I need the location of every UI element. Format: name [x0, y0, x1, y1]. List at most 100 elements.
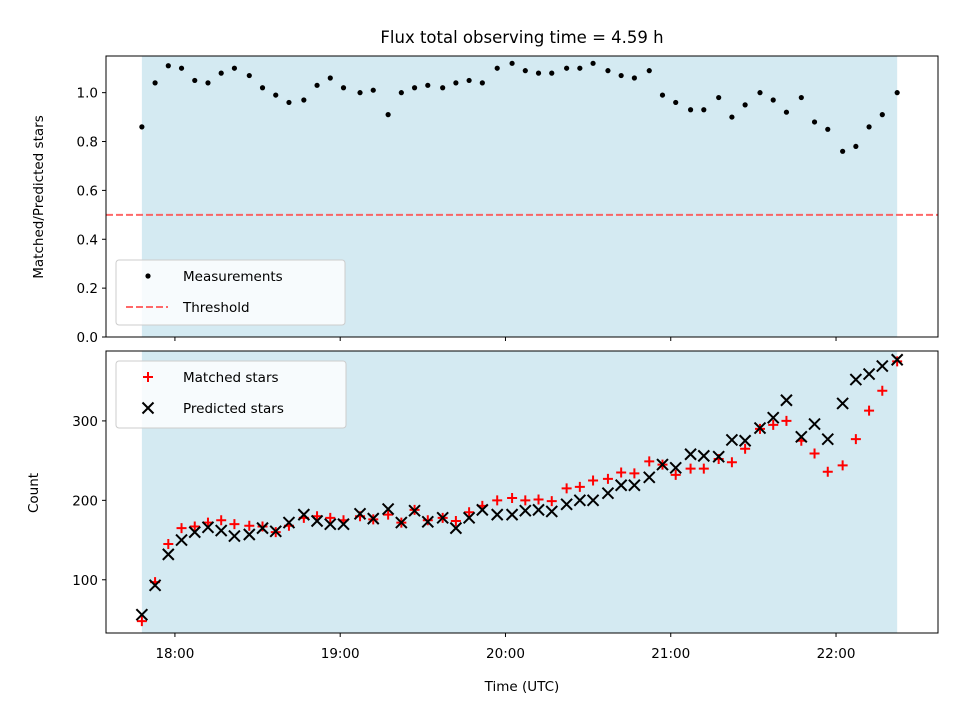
measurement-point	[479, 80, 485, 86]
measurement-point	[509, 60, 515, 66]
measurement-point	[631, 75, 637, 81]
matched-star-point	[229, 519, 240, 530]
measurement-point	[370, 87, 376, 93]
legend: Measurements Threshold	[115, 259, 346, 326]
predicted-star-point	[476, 503, 489, 517]
matched-star-point	[602, 473, 613, 484]
legend-label: Threshold	[182, 300, 250, 316]
count-panel: 100 200 300 18:00 19:00 20:00 21:00 22:00 Matche…	[72, 350, 939, 662]
axes-frame	[105, 350, 939, 634]
predicted-star-point	[684, 448, 697, 461]
measurement-point	[286, 99, 292, 106]
measurement-point	[549, 70, 555, 76]
matched-star-point	[450, 515, 461, 526]
measurement-point	[564, 65, 570, 71]
predicted-star-point	[188, 525, 201, 539]
matched-star-point	[422, 515, 433, 526]
matched-star-point	[809, 448, 820, 459]
count-y-axis-label: Count	[26, 473, 42, 513]
x-tick-label: 20:00	[486, 646, 525, 662]
measurement-point	[577, 65, 583, 71]
matched-star-point	[244, 520, 255, 531]
legend: Matched stars Predicted stars	[115, 360, 347, 429]
measurement-point	[840, 148, 846, 154]
matched-star-point	[464, 507, 475, 518]
measurement-point	[798, 94, 804, 101]
y-tick-label: 200	[72, 493, 98, 509]
measurement-point	[783, 109, 790, 115]
matched-star-point	[325, 512, 336, 523]
measurement-point	[357, 90, 363, 96]
predicted-star-point	[353, 507, 367, 521]
predicted-star-point	[725, 433, 739, 447]
measurement-point	[165, 63, 171, 69]
ratio-panel: 0.0 0.2 0.4 0.6 0.8 1.0 Measurements Threshold	[77, 55, 939, 346]
predicted-star-point	[491, 508, 504, 521]
y-tick-label: 100	[72, 573, 98, 589]
measurement-point	[866, 124, 872, 130]
matched-star-point	[685, 463, 696, 474]
legend-predicted-marker	[141, 401, 155, 415]
predicted-star-point	[201, 521, 215, 534]
measurement-point	[811, 119, 818, 125]
measurement-point	[494, 65, 500, 71]
predicted-star-point	[862, 367, 876, 381]
legend-label: Predicted stars	[183, 401, 284, 417]
predicted-star-point	[505, 508, 519, 521]
measurement-point	[770, 97, 776, 103]
predicted-star-point	[310, 514, 324, 528]
legend-label: Measurements	[183, 269, 283, 285]
measurement-point	[327, 75, 333, 81]
measurement-point	[425, 82, 431, 88]
matched-star-point	[507, 492, 518, 503]
measurement-point	[178, 65, 185, 71]
measurement-point	[231, 65, 238, 71]
predicted-star-point	[821, 432, 834, 446]
measurement-point	[879, 112, 885, 118]
predicted-star-point	[135, 608, 149, 621]
matched-star-point	[202, 517, 213, 528]
measurement-point	[314, 82, 320, 88]
predicted-star-point	[532, 503, 545, 517]
x-tick-label: 21:00	[651, 646, 690, 662]
measurement-point	[729, 114, 735, 120]
x-axis-label: Time (UTC)	[484, 679, 560, 695]
y-tick-label: 0.4	[77, 232, 98, 248]
axes-frame	[105, 55, 939, 338]
predicted-star-point	[643, 471, 656, 484]
measurement-point	[259, 85, 266, 91]
legend-box	[115, 360, 347, 429]
matched-star-point	[574, 481, 585, 492]
predicted-star-point	[148, 579, 162, 592]
measurement-point	[659, 92, 666, 98]
measurement-point	[590, 60, 596, 66]
predicted-star-point	[175, 533, 188, 547]
predicted-star-point	[256, 521, 269, 535]
predicted-star-point	[669, 461, 682, 474]
matched-star-point	[892, 356, 903, 367]
predicted-star-point	[586, 494, 600, 507]
predicted-star-point	[324, 517, 337, 531]
matched-star-point	[216, 515, 227, 526]
matched-star-point	[136, 616, 147, 627]
measurement-point	[618, 72, 624, 79]
predicted-star-point	[795, 430, 808, 443]
predicted-star-point	[228, 529, 241, 543]
measurement-point	[716, 94, 722, 101]
predicted-star-point	[560, 498, 573, 511]
legend-box	[115, 259, 346, 326]
predicted-star-point	[408, 504, 421, 517]
legend-label: Matched stars	[183, 370, 279, 386]
predicted-star-point	[545, 505, 558, 518]
y-tick-label: 300	[72, 414, 98, 430]
matched-star-point	[588, 475, 599, 486]
measurement-point	[152, 80, 158, 86]
predicted-star-point	[269, 525, 282, 538]
predicted-star-point	[381, 502, 395, 516]
measurement-point	[205, 80, 211, 86]
measurement-point	[453, 80, 459, 86]
y-tick-label: 0.8	[77, 135, 98, 151]
predicted-star-point	[712, 450, 725, 463]
predicted-star-point	[297, 508, 311, 521]
